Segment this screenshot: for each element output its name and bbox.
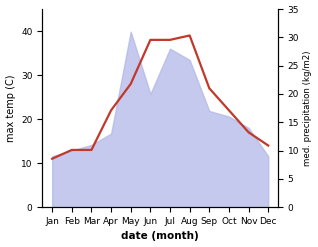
X-axis label: date (month): date (month) [121,231,199,242]
Y-axis label: med. precipitation (kg/m2): med. precipitation (kg/m2) [303,50,313,166]
Y-axis label: max temp (C): max temp (C) [5,74,16,142]
